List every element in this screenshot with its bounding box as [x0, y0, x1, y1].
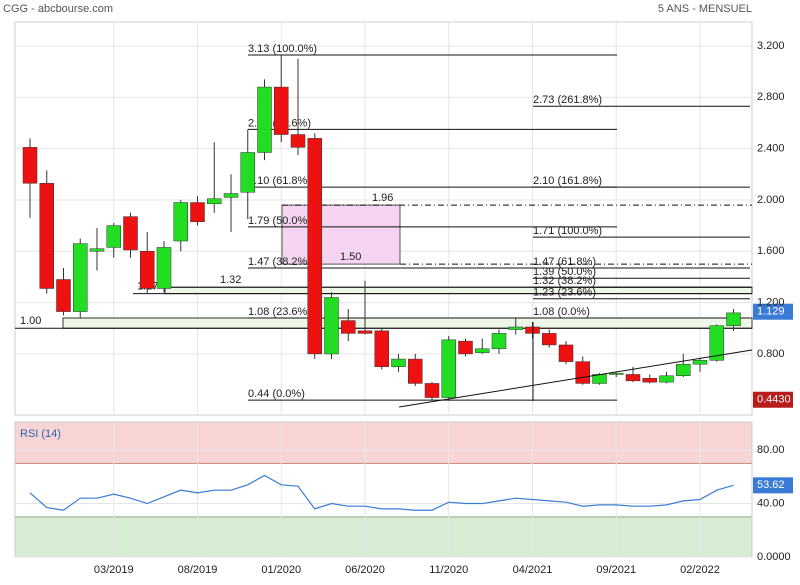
zone	[62, 317, 753, 329]
fib-label: 1.08 (0.0%)	[533, 306, 590, 318]
candle-body	[424, 383, 440, 398]
candle-body	[575, 361, 590, 384]
fib-label: 1.79 (50.0%)	[248, 215, 311, 227]
candle-body	[441, 339, 456, 398]
candle-body	[73, 243, 88, 312]
candle-body	[408, 358, 423, 384]
candle-body	[609, 372, 624, 375]
price-frame	[14, 21, 753, 416]
candle-body	[89, 248, 105, 252]
y-tick-label: 3.200	[757, 40, 785, 52]
candle-body	[190, 202, 205, 223]
x-tick-label: 11/2020	[429, 564, 468, 576]
candle-body	[692, 360, 708, 365]
fib-label: 1.71 (100.0%)	[533, 225, 602, 237]
fib-label: 1.39 (50.0%)	[533, 266, 596, 278]
candle-body	[223, 193, 239, 198]
level-label: 1.50	[340, 251, 361, 263]
candle-body	[374, 330, 389, 368]
level-label: 1.96	[372, 192, 393, 204]
candle-body	[173, 202, 188, 242]
rsi-value-box	[753, 477, 793, 494]
zone	[164, 286, 753, 295]
zone	[281, 204, 401, 265]
candle-body	[39, 183, 54, 289]
y-tick-label: 1.200	[757, 297, 785, 309]
candle-body	[491, 333, 507, 350]
period: 5 ANS - MENSUEL	[658, 3, 752, 15]
y-tick-label: 0.0000	[757, 551, 791, 563]
candle-body	[625, 374, 641, 382]
source: CGG - abcbourse.com	[3, 3, 113, 15]
candle-body	[659, 375, 674, 383]
x-tick-label: 08/2019	[178, 564, 218, 576]
candle-body	[357, 330, 373, 334]
x-tick-label: 09/2021	[596, 564, 636, 576]
candle-body	[140, 251, 155, 289]
candle-body	[642, 378, 657, 383]
y-tick-label: 80.00	[757, 444, 785, 456]
candle-body	[240, 152, 255, 193]
level-label: 1.00	[20, 315, 41, 327]
fib-label: 2.10 (61.8%)	[248, 175, 311, 187]
candle-body	[542, 333, 557, 346]
rsi-value-label: 53.62	[757, 479, 785, 491]
x-tick-label: 03/2019	[94, 564, 134, 576]
candle-body	[156, 247, 172, 289]
candle-body	[207, 198, 222, 205]
y-tick-label: 2.800	[757, 91, 785, 103]
x-tick-label: 01/2020	[261, 564, 301, 576]
candle-body	[307, 138, 322, 355]
fib-label: 1.23 (23.6%)	[533, 287, 596, 299]
candle-body	[676, 363, 691, 376]
candle-body	[458, 340, 473, 355]
fib-label: 0.44 (0.0%)	[248, 388, 305, 400]
overbought-zone	[14, 421, 753, 464]
trendline	[398, 349, 753, 408]
rsi-title: RSI (14)	[20, 428, 61, 440]
oversold-zone	[14, 516, 753, 558]
y-tick-label: 1.600	[757, 245, 785, 257]
candle-body	[508, 326, 523, 330]
rsi-line	[29, 474, 734, 511]
x-tick-label: 06/2020	[345, 564, 385, 576]
last-price-label: 1.129	[757, 306, 785, 318]
candle-body	[257, 86, 272, 153]
fib-label: 2.10 (161.8%)	[533, 175, 602, 187]
low-price-label: 0.4430	[757, 394, 791, 406]
y-tick-label: 2.400	[757, 143, 785, 155]
candle-body	[709, 325, 724, 361]
fib-label: 1.47 (61.8%)	[533, 256, 596, 268]
candle-body	[123, 216, 138, 251]
fib-label: 1.47 (38.2%)	[248, 256, 311, 268]
candle-body	[290, 134, 306, 148]
candle-body	[558, 344, 574, 362]
candle-body	[56, 279, 71, 312]
y-tick-label: 40.00	[757, 497, 785, 509]
candle-body	[106, 225, 121, 248]
x-tick-label: 04/2021	[513, 564, 553, 576]
fib-label: 1.32 (38.2%)	[533, 275, 596, 287]
last-price-box	[753, 303, 793, 320]
candle-body	[475, 348, 490, 353]
fib-label: 3.13 (100.0%)	[248, 43, 317, 55]
candle-body	[341, 320, 356, 334]
candle-body	[726, 312, 741, 326]
candle-body	[324, 297, 339, 355]
fib-label: 1.08 (23.6%)	[248, 306, 311, 318]
low-price-box	[753, 391, 793, 408]
level-label: 1.32	[220, 274, 241, 286]
candle-body	[274, 86, 289, 135]
candle-body	[391, 358, 406, 368]
x-tick-label: 02/2022	[680, 564, 720, 576]
candle-body	[22, 147, 38, 184]
y-tick-label: 0.800	[757, 348, 785, 360]
fib-label: 2.73 (261.8%)	[533, 94, 602, 106]
y-tick-label: 2.000	[757, 194, 785, 206]
